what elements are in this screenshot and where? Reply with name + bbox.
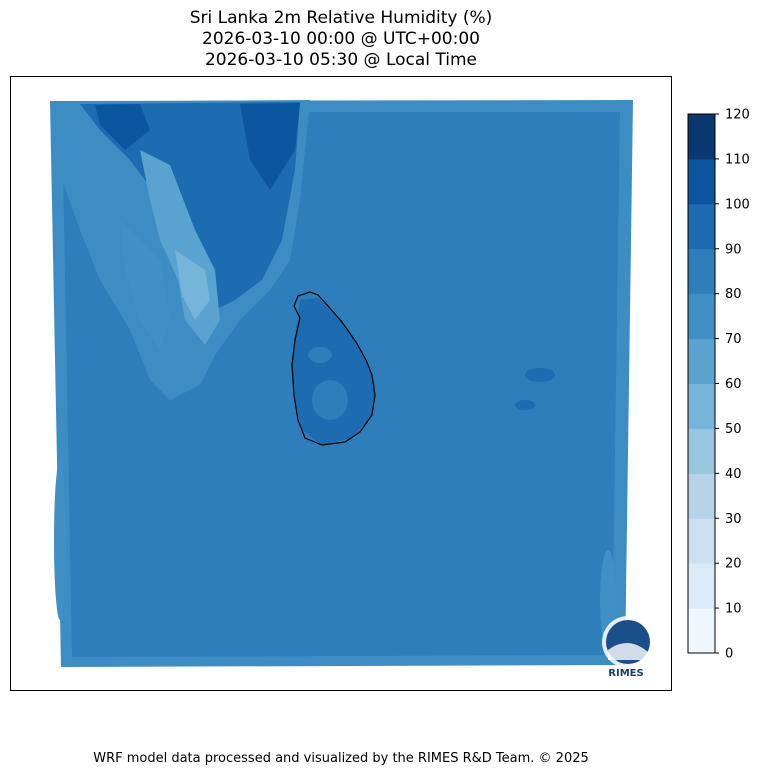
humidity-field — [50, 100, 633, 667]
colorbar-bin — [688, 338, 715, 384]
colorbar-tick-label: 20 — [725, 557, 742, 572]
map-title: Sri Lanka 2m Relative Humidity (%) 2026-… — [10, 8, 672, 71]
colorbar-tick-label: 30 — [725, 512, 742, 527]
colorbar-tick-label: 50 — [725, 422, 742, 437]
colorbar-tick-label: 10 — [725, 602, 742, 617]
colorbar-bin — [688, 114, 715, 160]
sri-lanka-coastline — [291, 291, 376, 446]
ocean-patch — [515, 400, 535, 410]
colorbar-tick-label: 110 — [725, 152, 750, 167]
colorbar-bin — [688, 293, 715, 340]
logo-text: RIMES — [608, 668, 643, 679]
colorbar-tick-label: 120 — [725, 108, 750, 123]
colorbar-tick-label: 60 — [725, 377, 742, 392]
india-mid-band — [120, 220, 170, 350]
footer-credit: WRF model data processed and visualized … — [93, 751, 589, 766]
india-dark-core — [95, 103, 300, 190]
title-line-2: 2026-03-10 00:00 @ UTC+00:00 — [202, 29, 480, 49]
colorbar-tick-label: 90 — [725, 242, 742, 257]
colorbar-bin — [688, 203, 715, 250]
india-dry-core — [175, 250, 210, 320]
colorbar: 0 10 20 30 40 50 60 70 80 90 100 110 120 — [687, 108, 750, 662]
colorbar-bin — [688, 563, 715, 609]
colorbar-tick-label: 40 — [725, 467, 742, 482]
colorbar-bin — [688, 608, 715, 654]
colorbar-bin — [688, 518, 715, 564]
title-line-1: Sri Lanka 2m Relative Humidity (%) — [189, 8, 493, 28]
colorbar-bin — [688, 158, 715, 205]
colorbar-tick-label: 70 — [725, 332, 742, 347]
ocean-patch — [525, 368, 555, 382]
colorbar-bin — [688, 473, 715, 519]
colorbar-tick-label: 100 — [725, 197, 750, 212]
sri-lanka-highland — [312, 380, 348, 420]
colorbar-bin — [688, 248, 715, 295]
sri-lanka-patch — [308, 347, 332, 363]
colorbar-bin — [688, 383, 715, 429]
ocean-patch — [54, 460, 66, 620]
sri-lanka-humid — [292, 298, 375, 445]
title-line-3: 2026-03-10 05:30 @ Local Time — [204, 50, 478, 70]
colorbar-bin — [688, 428, 715, 474]
rimes-logo: RIMES — [602, 616, 654, 679]
india-dark-band — [80, 102, 300, 310]
colorbar-tick-label: 80 — [725, 287, 742, 302]
colorbar-tick-label: 0 — [725, 647, 733, 662]
